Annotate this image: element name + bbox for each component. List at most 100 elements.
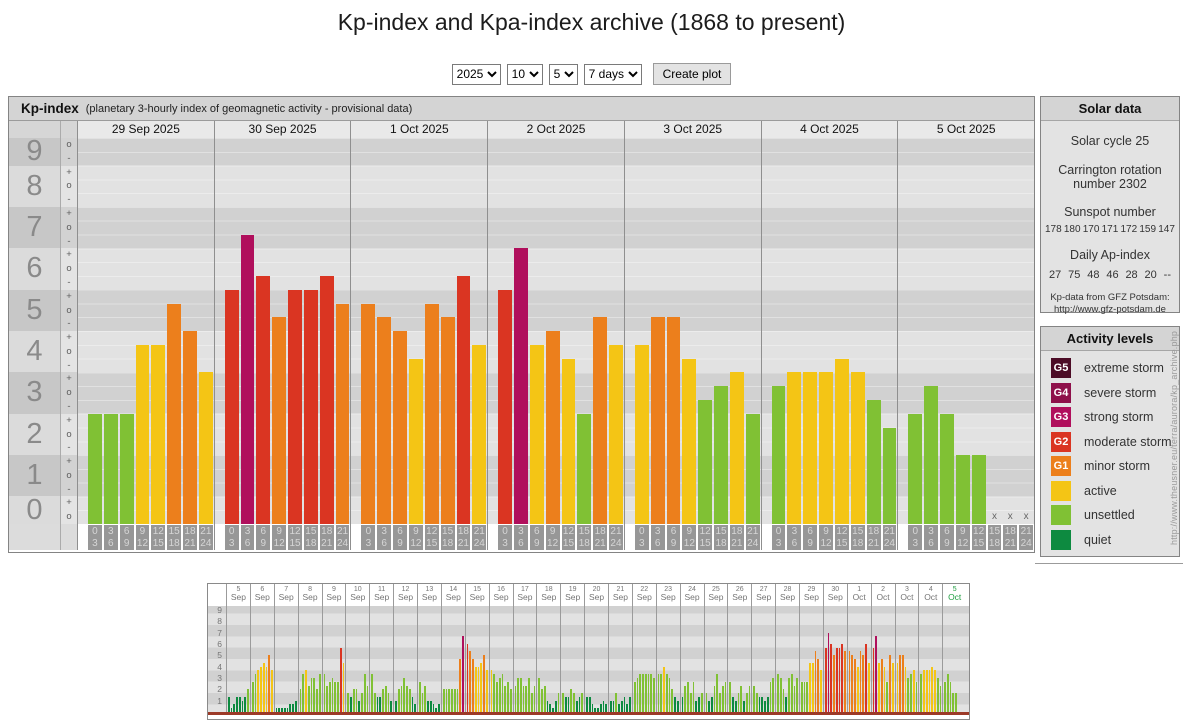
mini-kp-bar <box>796 677 798 712</box>
mini-kp-bar <box>331 677 334 712</box>
mini-kp-bar <box>732 696 734 712</box>
mini-date-label: 26 Sep <box>727 584 751 606</box>
mini-kp-bar <box>379 696 382 712</box>
kp-bar-slot <box>335 138 350 524</box>
sunspot-value: 159 <box>1139 224 1157 235</box>
mini-kp-bar <box>376 696 379 712</box>
create-plot-button[interactable]: Create plot <box>652 63 732 85</box>
mini-date-label: 19 Sep <box>560 584 584 606</box>
kp-bar <box>940 413 954 524</box>
kp-bar-slot: x <box>1019 138 1033 524</box>
mini-kp-bar <box>676 700 679 712</box>
y-axis-label-2: 2 <box>9 413 60 455</box>
mini-day-column <box>345 606 369 712</box>
mini-kp-bar <box>777 674 779 712</box>
mini-kp-bar <box>653 677 655 712</box>
kp-bar-slot <box>288 138 302 524</box>
kp-bar-slot <box>456 138 471 524</box>
mini-day-column <box>321 606 346 712</box>
hour-interval-label: 12 15 <box>834 525 849 550</box>
hour-interval-label: 18 21 <box>319 525 334 550</box>
mini-kp-bar <box>387 693 390 712</box>
mini-kp-bar <box>764 700 766 712</box>
mini-kp-bar <box>817 658 820 712</box>
mini-kp-bar <box>546 700 549 712</box>
mini-kp-bar <box>525 685 528 712</box>
kp-bar <box>256 275 271 524</box>
kp-bar <box>151 344 166 524</box>
mini-date-label: 25 Sep <box>703 584 728 606</box>
kp-bar <box>545 330 560 524</box>
mini-kp-bar <box>724 681 727 712</box>
y-axis-label-5: 5 <box>9 289 60 331</box>
mini-day-column <box>894 606 919 712</box>
mini-kp-bar <box>427 700 429 712</box>
mini-kp-bar <box>790 674 793 712</box>
mini-kp-bar <box>729 681 732 712</box>
mini-kp-bar <box>567 696 570 712</box>
mini-kp-bar <box>663 666 665 712</box>
kp-bar-slot <box>440 138 455 524</box>
kp-bar-slot <box>882 138 897 524</box>
mini-kp-bar <box>827 632 830 712</box>
mini-kp-bar <box>339 647 342 712</box>
mini-kp-bar <box>244 696 247 712</box>
mini-kp-bar <box>901 655 904 712</box>
kp-bar <box>650 317 665 524</box>
kp-bar <box>288 289 302 524</box>
mini-kp-bar <box>806 681 809 712</box>
mini-kp-bar <box>841 643 844 712</box>
kp-bar-slot <box>361 138 376 524</box>
kp-bar-slot <box>666 138 681 524</box>
mini-kp-bar <box>740 685 743 712</box>
kp-bar-slot <box>940 138 954 524</box>
mini-kp-bar <box>438 704 440 712</box>
month-select[interactable]: 10 <box>506 63 543 85</box>
mini-kp-bar <box>761 696 764 712</box>
kp-day-column: 3 Oct 2025 0 3 3 6 6 9 9 12 12 15 15 18 18 21 21 24 <box>623 121 761 550</box>
kp-bar-slot <box>514 138 528 524</box>
carrington-rotation-line1: Carrington rotation <box>1058 163 1162 177</box>
mini-kp-bar <box>708 700 710 712</box>
mini-day-column <box>417 606 441 712</box>
kp-bar-slot <box>119 138 134 524</box>
mini-kp-bar <box>755 693 758 712</box>
mini-day-column <box>369 606 393 712</box>
kp-bar-slot <box>908 138 923 524</box>
mini-kp-bar <box>785 696 788 712</box>
mini-day-column <box>727 606 751 712</box>
kp-day-hour-labels: 0 3 3 6 6 9 9 12 12 15 15 18 18 21 21 24 <box>761 525 898 550</box>
range-select[interactable]: 7 days <box>583 63 642 85</box>
kp-bar-slot <box>698 138 713 524</box>
day-select[interactable]: 5 <box>548 63 578 85</box>
year-select[interactable]: 2025 <box>451 63 501 85</box>
legend-color-chip: G1 <box>1051 456 1071 477</box>
mini-kp-bar <box>397 689 400 712</box>
mini-kp-bar <box>382 689 384 712</box>
kp-bar-slot <box>593 138 608 524</box>
mini-kp-bar <box>575 700 578 712</box>
mini-kp-bar <box>684 685 687 712</box>
mini-kp-bar <box>517 677 519 712</box>
mini-y-axis-label-4: 4 <box>217 661 222 672</box>
mini-kp-bar <box>366 685 369 712</box>
legend-item-minor-storm: G1 minor storm <box>1051 454 1179 479</box>
mini-kp-bar <box>700 693 703 712</box>
kp-day-date-label: 4 Oct 2025 <box>761 121 898 138</box>
mini-day-column <box>249 606 274 712</box>
mini-date-label: 9 Sep <box>321 584 346 606</box>
mini-kp-bar <box>236 696 238 712</box>
mini-kp-bar <box>562 693 564 712</box>
hour-interval-label: 15 18 <box>167 525 182 550</box>
mini-kp-bar <box>946 674 949 712</box>
hour-interval-label: 12 15 <box>561 525 576 550</box>
hour-interval-label: 21 24 <box>745 525 760 550</box>
kp-day-hour-labels: 0 3 3 6 6 9 9 12 12 15 15 18 18 21 21 24 <box>624 525 761 550</box>
mini-kp-bar <box>358 700 361 712</box>
kp-bar <box>609 344 623 524</box>
kp-bar <box>866 399 881 524</box>
mini-kp-bar <box>271 670 273 712</box>
